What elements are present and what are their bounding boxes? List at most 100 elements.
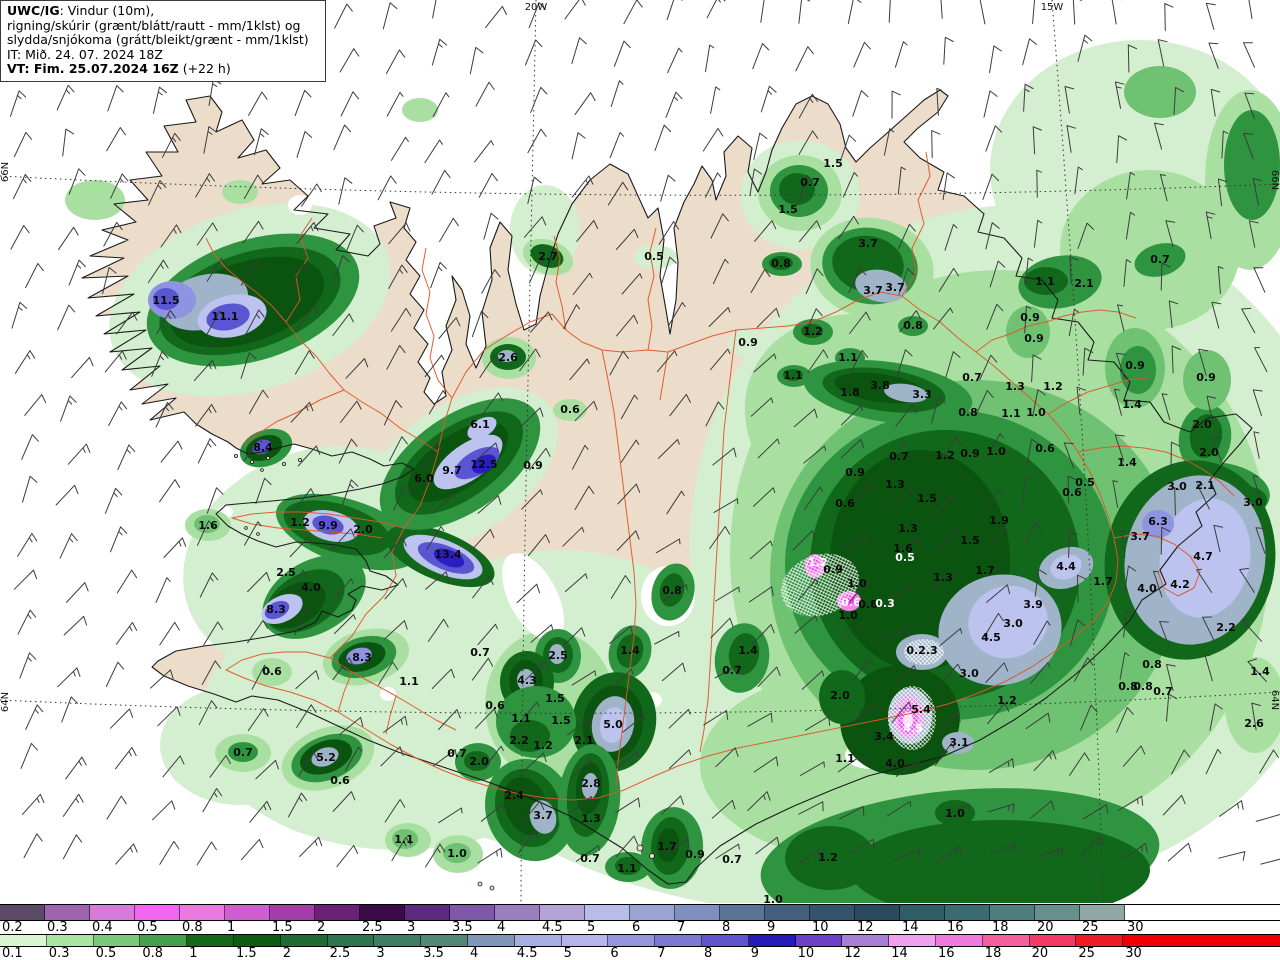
colorbar-rain-labels: 0.1 0.3 0.5 0.8 1 1.5 2 2.5 3 3.5 4 4.5 5 6 7 8 9 10 12 14 1… [0, 946, 1280, 960]
precip-value-label: 0.6 [262, 665, 282, 678]
precip-value-label: 0.6 [560, 403, 580, 416]
precip-value-label: 2.6 [498, 351, 518, 364]
precip-value-label: 0.7 [889, 450, 909, 463]
colorbar-segment [810, 905, 855, 920]
colorbar-segment [842, 935, 890, 946]
colorbar-segment [655, 935, 702, 946]
precip-value-label: 4.4 [1056, 560, 1076, 573]
colorbar-segment [514, 935, 562, 946]
colorbar-tick-label: 18 [992, 920, 1009, 935]
colorbar-tick-label: 8 [722, 920, 731, 935]
precip-value-label: 0.7 [470, 646, 490, 659]
legend-line-title: UWC/IG: Vindur (10m), [7, 3, 155, 18]
colorbar-tick-label: 16 [947, 920, 964, 935]
colorbar-sleet-snow-labels: 0.2 0.3 0.4 0.5 0.8 1 1.5 2 2.5 3 3.5 4 4.5 5 6 7 8 9 10 12… [0, 920, 1280, 935]
colorbar-segment [1029, 935, 1077, 946]
precip-value-label: 0.6 [1062, 486, 1082, 499]
colorbar-tick-label: 0.4 [92, 920, 113, 935]
precip-value-label: 2.0 [353, 523, 373, 536]
colorbar-tick-label: 3 [407, 920, 416, 935]
colorbar-segment [945, 905, 990, 920]
precip-value-label: 1.2 [935, 449, 955, 462]
colorbar-segment [630, 905, 675, 920]
colorbar-tick-label: 4 [497, 920, 506, 935]
precip-value-label: 1.0 [447, 847, 467, 860]
colorbar-tick-label: 0.3 [48, 946, 70, 960]
colorbar-tick-label: 4 [470, 946, 479, 960]
colorbar-segment [450, 905, 495, 920]
precip-value-label: 0.5 [1075, 476, 1095, 489]
colorbar-segment [0, 905, 45, 920]
precip-value-label: 4.7 [1193, 550, 1213, 563]
precip-value-label: 1.1 [783, 369, 803, 382]
precip-value-label: 1.5 [551, 714, 571, 727]
precip-value-label: 0.9 [960, 447, 980, 460]
colorbar-tick-label: 12 [844, 946, 861, 960]
colorbar-tick-label: 6 [632, 920, 641, 935]
precip-value-label: 1.4 [738, 644, 758, 657]
colorbar-segment [1080, 905, 1125, 920]
colorbar-segment [495, 905, 540, 920]
precip-value-label: 0.9 [738, 336, 758, 349]
colorbar-tick-label: 4.5 [542, 920, 563, 935]
colorbar-segment [585, 905, 630, 920]
precip-value-label: 1.1 [399, 675, 419, 688]
latitude-label: 64N [0, 692, 11, 712]
precip-value-label: 2.5 [276, 566, 296, 579]
precip-value-label: 1.2 [997, 694, 1017, 707]
colorbar-tick-label: 2 [282, 946, 292, 960]
colorbar-tick-label: 25 [1078, 946, 1095, 960]
colorbar-segment [608, 935, 656, 946]
colorbar-segment [0, 935, 47, 946]
latitude-label: 64N [1269, 690, 1280, 710]
precip-value-label: 1.3 [1005, 380, 1025, 393]
precip-value-label: 3.3 [912, 388, 932, 401]
colorbar-tick-label: 16 [938, 946, 955, 960]
colorbar-tick-label: 0.1 [2, 946, 23, 960]
colorbar-segment [702, 935, 749, 946]
colorbar-segment [1123, 935, 1280, 946]
precip-value-label: 1.5 [960, 534, 980, 547]
precip-value-label: 1.4 [1122, 398, 1142, 411]
colorbar-tick-label: 0.8 [182, 920, 203, 935]
precip-value-label: 1.2 [533, 739, 553, 752]
colorbar-segment [765, 905, 810, 920]
colorbar-segment [889, 935, 936, 946]
precip-value-label: 4.0 [301, 581, 321, 594]
colorbar-segment [234, 935, 281, 946]
colorbar-segment [1035, 905, 1080, 920]
precip-value-label: 2.2 [1216, 621, 1236, 634]
precip-value-label: 0.6 [841, 596, 861, 609]
precip-value-label: 1.4 [620, 644, 640, 657]
precip-value-label: 3.0 [1243, 496, 1263, 509]
colorbar-tick-label: 0.8 [142, 946, 164, 960]
precip-value-label: 11.5 [152, 294, 179, 307]
colorbar-segment [561, 935, 609, 946]
precip-value-label: 2.4 [504, 789, 524, 802]
colorbar-tick-label: 9 [750, 946, 760, 960]
precip-value-label: 1.5 [778, 203, 798, 216]
precip-value-label: 0.8 [903, 319, 923, 332]
colorbar-tick-label: 5 [587, 920, 596, 935]
precip-value-label: 0.8 [771, 257, 791, 270]
precip-value-label: 0.3 [875, 597, 895, 610]
precip-value-label: 1.2 [290, 516, 310, 529]
colorbar-segment [180, 905, 225, 920]
precip-value-label: 1.1 [838, 351, 858, 364]
precip-value-label: 0.6 [485, 699, 505, 712]
colorbar-tick-label: 6 [610, 946, 619, 960]
colorbar-segment [900, 905, 945, 920]
precip-value-label: 6.0 [414, 472, 434, 485]
precip-value-label: 0.6 [1035, 442, 1055, 455]
precip-value-label: 2.7 [538, 250, 558, 263]
precip-value-label: 1.4 [1250, 665, 1270, 678]
colorbar-tick-label: 5 [563, 946, 572, 960]
precip-value-label: 0.2.3 [906, 644, 937, 657]
colorbar-segment [421, 935, 468, 946]
precip-value-label: 2.2 [509, 734, 529, 747]
colorbar-segment [187, 935, 234, 946]
colorbar-segment [675, 905, 720, 920]
precip-value-label: 1.2 [818, 851, 838, 864]
colorbar-segment [93, 935, 141, 946]
